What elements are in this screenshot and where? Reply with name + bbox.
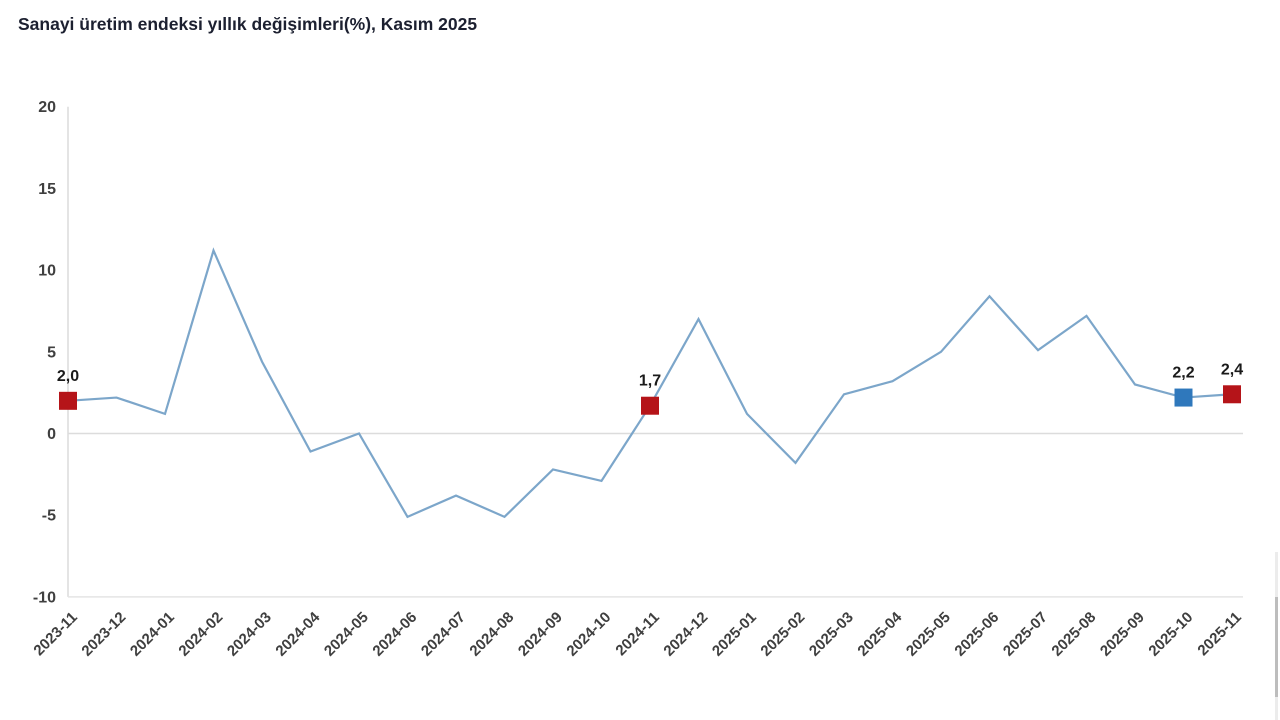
y-axis-tick-label: 20 [38,99,56,116]
y-axis-tick-label: 0 [47,426,56,443]
data-label-2025-10: 2,2 [1172,365,1194,382]
x-axis-tick-label: 2025-08 [1048,609,1099,660]
x-axis-tick-label: 2023-12 [78,609,129,660]
scrollbar-thumb[interactable] [1275,597,1278,697]
marker-2025-11 [1223,385,1241,404]
x-axis-tick-label: 2024-08 [466,609,517,660]
x-axis-tick-label: 2025-01 [709,609,760,660]
y-axis-tick-label: -10 [33,589,56,606]
x-axis-tick-label: 2024-07 [418,609,469,660]
chart-title: Sanayi üretim endeksi yıllık değişimleri… [18,14,478,34]
x-axis-tick-label: 2025-10 [1145,609,1196,660]
x-axis-tick-label: 2024-01 [127,609,178,660]
data-label-2025-11: 2,4 [1221,361,1243,378]
x-axis-tick-label: 2025-11 [1194,609,1244,659]
y-axis-tick-label: -5 [42,508,56,525]
y-axis-tick-label: 10 [38,263,56,280]
x-axis-tick-label: 2025-09 [1097,609,1148,660]
x-axis-tick-label: 2024-10 [563,609,614,660]
data-label-2024-11: 1,7 [639,373,661,390]
x-axis-tick-label: 2025-04 [854,608,905,659]
y-axis-tick-label: 5 [47,344,56,361]
y-axis-tick-label: 15 [38,181,56,198]
x-axis-tick-label: 2024-05 [321,609,372,660]
x-axis-tick-label: 2024-06 [369,609,420,660]
data-label-2023-11: 2,0 [57,368,79,385]
x-axis-tick-label: 2024-04 [272,608,323,659]
x-axis-tick-label: 2024-11 [612,609,662,659]
marker-2023-11 [59,391,77,410]
x-axis-tick-label: 2024-03 [224,609,275,660]
x-axis-tick-label: 2024-12 [660,609,711,660]
marker-2024-11 [641,396,659,415]
x-axis-tick-label: 2025-06 [951,609,1002,660]
x-axis-tick-label: 2025-05 [903,609,954,660]
x-axis-tick-label: 2023-11 [30,609,80,659]
x-axis-tick-label: 2024-09 [515,609,566,660]
x-axis-tick-label: 2025-07 [1000,609,1051,660]
marker-2025-10 [1174,388,1193,407]
scrollbar-track[interactable] [1275,552,1278,720]
x-axis-tick-label: 2025-03 [806,609,857,660]
x-axis-tick-label: 2024-02 [175,609,226,660]
x-axis-tick-label: 2025-02 [757,609,808,660]
